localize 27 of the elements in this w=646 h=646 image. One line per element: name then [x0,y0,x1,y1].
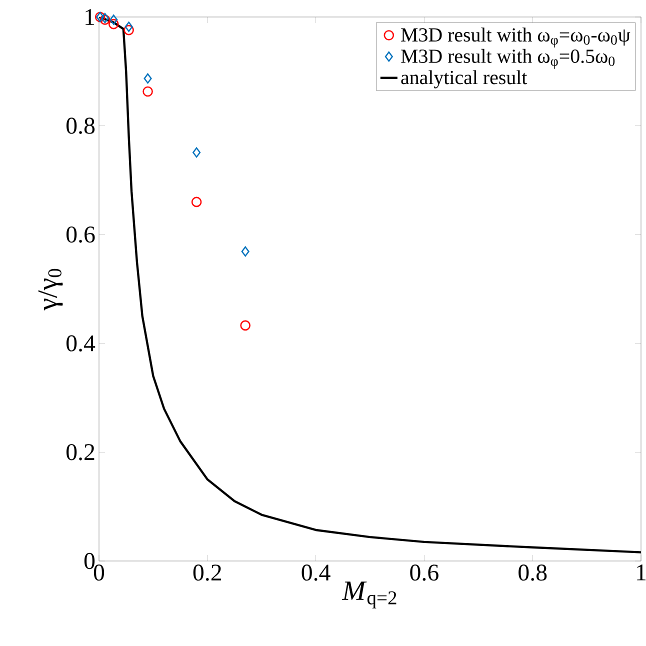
x-axis-title: M$_{q=2}$ [342,582,396,608]
point [144,73,152,84]
x-tick-label: 0.8 [518,564,547,581]
y-tick-label: 1 [86,9,94,25]
y-tick-label: 0.2 [66,444,94,460]
y-axis-title: γ/γ$_{0}$ [38,268,63,310]
y-tick-label: 0.6 [66,226,95,243]
legend-label: M3D result with ω$_{φ}$=ω$_{0}$-ω$_{0}$ψ [401,28,630,48]
point [241,246,250,257]
y-tick-label: 0 [84,552,95,570]
point [124,22,133,32]
legend-label: M3D result with ω$_{φ}$=0.5ω$_{0}$ [401,48,615,69]
y-tick-label: 0.4 [66,335,96,352]
point [124,24,134,36]
x-tick-label: 0.6 [410,564,438,581]
legend-label: analytical result [401,70,528,88]
point [191,196,202,208]
y-tick-label: 0.8 [66,118,95,134]
point [192,147,201,158]
x-tick-label: 0.2 [193,564,222,581]
x-tick-label: 0.4 [302,564,330,581]
x-tick-label: 1 [637,564,646,580]
line-series [99,16,642,554]
point [110,14,118,25]
point [108,18,119,30]
point [142,86,153,97]
point [240,320,250,331]
